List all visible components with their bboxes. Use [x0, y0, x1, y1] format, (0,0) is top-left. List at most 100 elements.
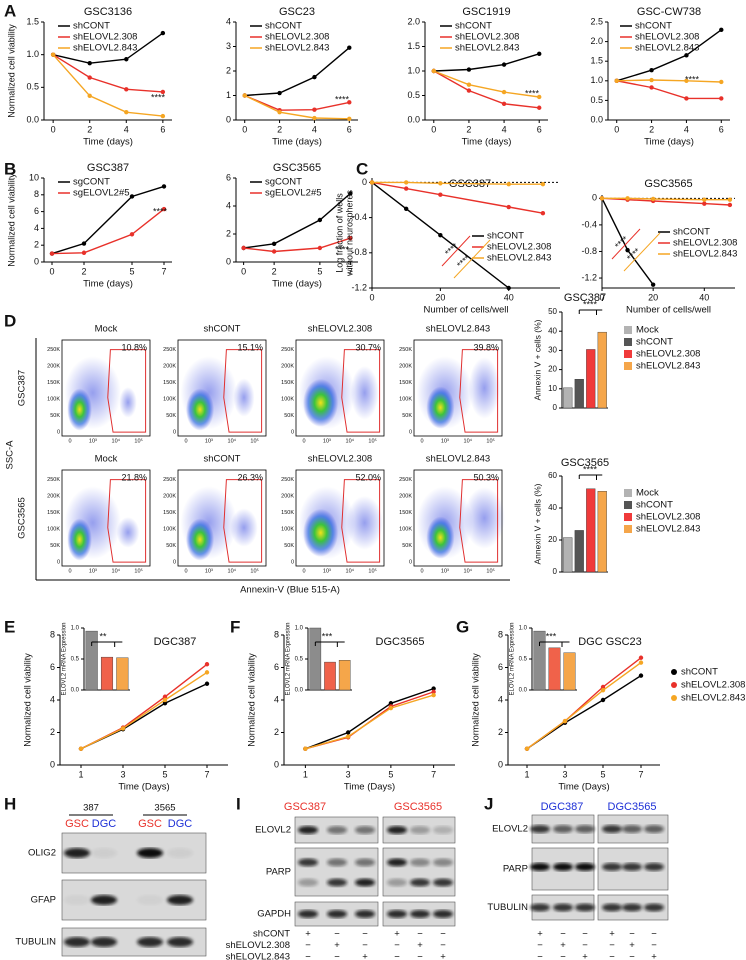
chart-title: GSC387 [87, 162, 129, 174]
point [348, 236, 353, 241]
bar [586, 349, 596, 409]
y-tick-label: 30 [548, 346, 557, 355]
panel-label: A [4, 1, 16, 20]
y-tick-label: 150K [163, 510, 176, 516]
point [160, 89, 166, 95]
sign: − [440, 929, 446, 940]
point [431, 68, 436, 74]
band [91, 937, 117, 947]
legend-label: shCONT [265, 21, 302, 32]
legend-label: shELOVL2.843 [636, 524, 700, 535]
x-tick-label: 7 [348, 266, 353, 276]
x-axis-label: Annexin-V (Blue 515-A) [240, 585, 340, 596]
bar [533, 630, 546, 691]
x-tick-label: 5 [317, 266, 322, 276]
cell-haze [468, 357, 501, 419]
band [530, 825, 550, 833]
x-tick-label: 4 [312, 124, 317, 134]
band [91, 848, 117, 858]
y-tick-label: 150K [281, 510, 294, 516]
point [317, 217, 323, 223]
arrow [611, 228, 641, 260]
y-tick-label: 0 [553, 567, 558, 576]
y-tick-label: 50K [166, 413, 176, 419]
point [204, 662, 210, 667]
gate [459, 349, 499, 433]
series-line [52, 32, 164, 64]
y-axis-label: Normalized cell viability [6, 173, 16, 267]
annotation: **** [583, 299, 598, 309]
band [433, 878, 453, 887]
point [537, 51, 542, 57]
gate [459, 479, 499, 563]
x-tick-label: 2 [277, 124, 282, 134]
point [599, 196, 605, 201]
y-tick-label: 0.0 [295, 688, 304, 694]
x-tick-label: 2 [272, 266, 277, 276]
point [540, 211, 546, 216]
y-tick-label: 6 [50, 662, 55, 672]
point [348, 191, 353, 196]
point [81, 241, 87, 246]
x-tick-label: 5 [388, 769, 393, 779]
x-tick-label: 1 [524, 769, 529, 779]
series-line [243, 237, 351, 253]
y-axis-label: Log fraction of wells [334, 193, 344, 273]
legend-marker [671, 682, 677, 688]
point [702, 201, 707, 206]
group-label: 387 [83, 803, 99, 814]
legend-label: sgCONT [265, 177, 302, 188]
sign: − [417, 952, 423, 960]
y-axis-label: Annexin V + cells (%) [532, 483, 542, 564]
point [160, 113, 166, 119]
x-tick-label: 10³ [89, 438, 97, 444]
y-tick-label: 8 [50, 629, 55, 639]
point [312, 115, 317, 121]
y-tick-label: 0.0 [590, 114, 603, 124]
y-tick-label: 6 [274, 662, 279, 672]
band [64, 848, 90, 858]
chart-title: GSC387 [564, 292, 606, 304]
x-tick-label: 10⁵ [250, 567, 258, 574]
band [167, 895, 193, 905]
cell-haze [230, 508, 258, 547]
series-line [244, 94, 350, 120]
annotation: *** [546, 631, 557, 641]
legend-marker [624, 513, 632, 521]
y-tick-label: 200K [281, 364, 294, 370]
point [431, 692, 436, 698]
x-tick-label: 10⁴ [464, 437, 473, 444]
band [355, 858, 375, 867]
y-tick-label: 20 [548, 535, 557, 544]
chart-title: GSC3565 [561, 457, 609, 469]
band [298, 858, 318, 867]
x-axis-label: Time (days) [644, 137, 694, 148]
cell-haze [346, 495, 383, 550]
bar [574, 379, 584, 409]
band [355, 826, 375, 834]
series-line [51, 208, 165, 255]
sign: − [362, 940, 368, 951]
y-tick-label: 1.0 [26, 49, 39, 59]
y-tick-label: 0 [291, 560, 294, 566]
gate-percent: 39.8% [473, 342, 499, 352]
x-tick-label: 10⁴ [228, 437, 237, 444]
gate [341, 349, 381, 433]
bar [586, 488, 596, 573]
legend-marker [671, 669, 677, 675]
y-tick-label: 0 [409, 430, 412, 436]
bar [597, 491, 607, 573]
y-tick-label: 50 [548, 307, 557, 316]
y-tick-label: 200K [163, 494, 176, 500]
annotation: **** [151, 92, 166, 102]
x-tick-label: 0 [420, 568, 423, 574]
x-tick-label: 0 [431, 124, 436, 134]
y-tick-label: 200K [163, 364, 176, 370]
x-tick-label: 4 [124, 124, 129, 134]
legend-label: shCONT [73, 21, 110, 32]
bar [116, 657, 129, 691]
sign: − [334, 929, 340, 940]
gate [223, 479, 263, 563]
point [242, 93, 247, 98]
band [602, 825, 622, 833]
